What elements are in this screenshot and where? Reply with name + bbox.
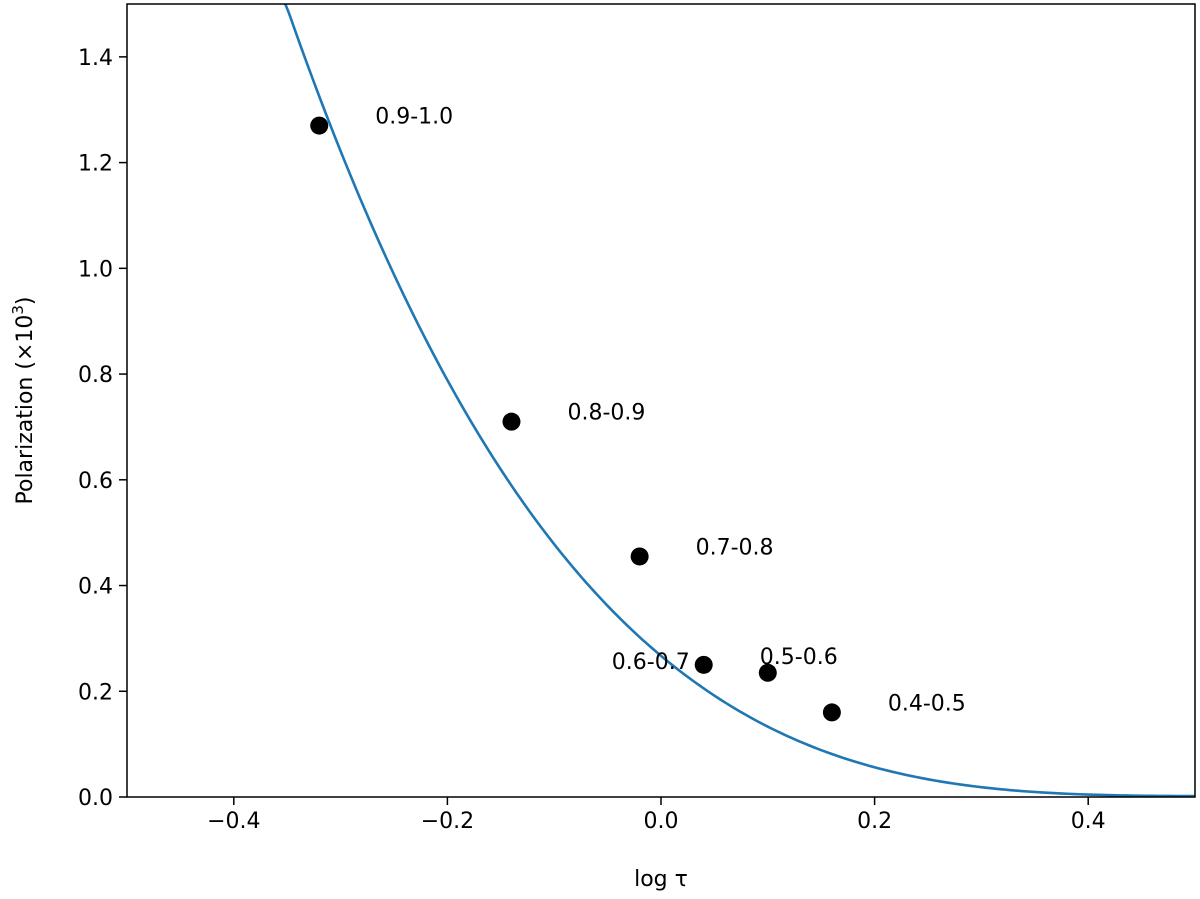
point-label-5: 0.5-0.6	[760, 645, 838, 670]
y-tick-label: 0.4	[78, 575, 113, 600]
y-tick-label: 1.0	[78, 257, 113, 282]
y-tick-label: 0.2	[78, 680, 113, 705]
y-tick-label: 1.2	[78, 152, 113, 177]
curve-layer	[283, 4, 1195, 797]
data-point-1	[310, 116, 329, 135]
point-label-1: 0.9-1.0	[375, 105, 453, 130]
data-point-5	[758, 663, 777, 682]
data-point-2	[502, 412, 521, 431]
y-tick-label: 1.4	[78, 46, 113, 71]
y-tick-label: 0.6	[78, 469, 113, 494]
point-label-2: 0.8-0.9	[567, 401, 645, 426]
data-point-6	[822, 703, 841, 722]
points-layer	[310, 116, 841, 722]
point-label-4: 0.6-0.7	[612, 650, 690, 675]
y-axis-title-main: Polarization (×10	[13, 315, 38, 505]
labels-layer: 0.9-1.0 0.8-0.9 0.7-0.8 0.6-0.7 0.5-0.6 0.4-0…	[375, 105, 966, 717]
y-tick-label: 0.8	[78, 363, 113, 388]
fit-curve	[283, 4, 1195, 797]
data-point-3	[630, 547, 649, 566]
x-axis-ticks: −0.4 −0.2 0.0 0.2 0.4	[207, 797, 1106, 834]
x-tick-label: −0.2	[421, 809, 474, 834]
x-tick-label: 0.4	[1071, 809, 1106, 834]
point-label-6: 0.4-0.5	[888, 691, 966, 716]
plot-frame	[126, 3, 1196, 798]
y-axis-title-close: )	[13, 296, 38, 305]
y-tick-label: 0.0	[78, 786, 113, 811]
x-tick-label: 0.2	[857, 809, 892, 834]
y-axis-title-sup: 3	[9, 305, 27, 315]
data-point-4	[694, 655, 713, 674]
x-tick-label: 0.0	[644, 809, 679, 834]
x-tick-label: −0.4	[207, 809, 260, 834]
x-axis-title: log τ	[634, 867, 688, 892]
y-axis-title: Polarization (×103)	[9, 296, 38, 504]
y-axis-ticks: 0.0 0.2 0.4 0.6 0.8 1.0 1.2 1.4	[78, 46, 127, 811]
point-label-3: 0.7-0.8	[696, 535, 774, 560]
